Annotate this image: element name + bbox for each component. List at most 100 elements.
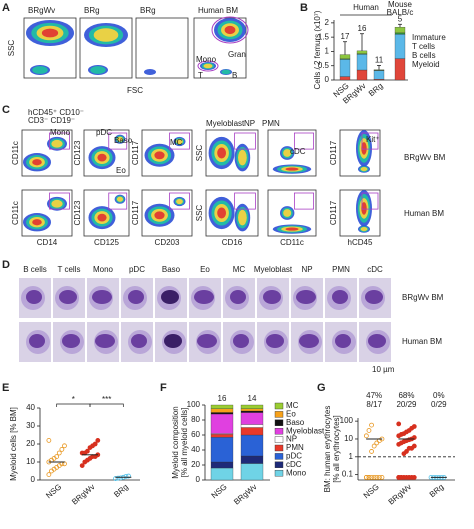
y-tick-label: 20 xyxy=(191,460,200,469)
bar-segment xyxy=(240,408,264,412)
y-tick-label: 0 xyxy=(325,75,330,84)
density xyxy=(144,69,156,75)
panel-letter: B xyxy=(300,2,308,14)
bar-segment xyxy=(240,404,264,409)
axis-label: CD117 xyxy=(329,140,338,165)
gate xyxy=(169,132,190,150)
axis-label: [% all myeloid cells] xyxy=(180,408,189,478)
panel-letter: E xyxy=(2,382,9,394)
density xyxy=(154,211,165,220)
density xyxy=(285,167,299,171)
axis-label: Myeloid cells [% BM] xyxy=(9,407,18,481)
density xyxy=(221,69,231,75)
bar-segment xyxy=(356,54,368,71)
population-label: Eo xyxy=(116,166,126,175)
group-label: Human xyxy=(353,3,379,12)
bar-segment xyxy=(356,50,368,54)
gate xyxy=(234,192,256,210)
axis-label: BM: human erythrocytes xyxy=(323,406,332,493)
x-tick-label: BRg xyxy=(112,482,130,499)
bar-segment xyxy=(240,424,264,428)
bar-segment xyxy=(373,69,385,71)
point xyxy=(79,463,85,469)
point xyxy=(59,446,65,452)
point xyxy=(123,473,129,479)
gate xyxy=(197,60,219,72)
density xyxy=(154,151,165,160)
nucleus xyxy=(335,334,351,348)
population-label: Baso xyxy=(114,136,133,145)
panel-letter: G xyxy=(317,382,326,394)
legend-entry: Mono xyxy=(286,468,307,477)
axis-label: CD125 xyxy=(94,238,119,247)
cell-label: PMN xyxy=(332,265,350,274)
y-tick-label: 10 xyxy=(26,457,35,466)
axis-label: hCD45 xyxy=(348,238,373,247)
point xyxy=(366,428,372,433)
bar-segment xyxy=(339,54,351,60)
fraction-label: 8/17 xyxy=(366,400,382,409)
axis-label: CD203 xyxy=(155,238,180,247)
y-tick-label: 0 xyxy=(31,475,36,484)
population-label: PMN xyxy=(262,119,280,128)
y-tick-label: 0 xyxy=(196,475,201,484)
x-tick-label: NSG xyxy=(362,482,381,500)
nucleus xyxy=(197,334,217,348)
axis-label: CD117 xyxy=(329,200,338,225)
density xyxy=(176,198,183,205)
cell-label: Mono xyxy=(93,265,114,274)
population-label: Kit⁺ xyxy=(366,135,380,144)
density xyxy=(285,227,299,231)
point xyxy=(369,422,374,428)
legend-entry: MC xyxy=(286,401,299,410)
cell-label: pDC xyxy=(129,265,145,274)
gate xyxy=(211,16,249,44)
row-label: BRgWv BM xyxy=(402,293,444,302)
axis-label: CD123 xyxy=(73,200,82,225)
bracket xyxy=(56,403,91,407)
nucleus xyxy=(29,334,45,348)
y-tick-label: 100 xyxy=(340,416,354,425)
point xyxy=(95,437,101,443)
y-tick-label: 40 xyxy=(26,403,35,412)
cell-label: MC xyxy=(233,265,246,274)
plot-title: BRg xyxy=(140,6,156,15)
nucleus xyxy=(332,290,348,304)
gate xyxy=(234,132,256,150)
density xyxy=(97,153,107,162)
gate xyxy=(361,192,379,210)
percent-label: 0% xyxy=(433,391,445,400)
density xyxy=(32,219,42,226)
plot-frame xyxy=(135,17,189,79)
n-label: 11 xyxy=(375,56,384,65)
point xyxy=(363,474,369,480)
y-tick-label: 80 xyxy=(191,415,200,424)
density xyxy=(283,209,292,217)
panel-letter: A xyxy=(2,2,10,14)
bar-segment xyxy=(240,410,264,413)
point xyxy=(126,473,131,479)
plot-title: BRg xyxy=(84,6,100,15)
n-label: 14 xyxy=(248,394,257,403)
panel-letter: D xyxy=(2,259,10,271)
percent-label: 68% xyxy=(398,391,414,400)
point xyxy=(113,476,118,481)
x-tick-label: NSG xyxy=(210,482,229,500)
nucleus xyxy=(92,290,112,304)
density xyxy=(217,207,227,219)
bar-segment xyxy=(210,434,234,438)
point xyxy=(371,443,377,449)
nucleus xyxy=(128,290,144,304)
point xyxy=(404,449,409,454)
gate-label: Gran xyxy=(228,50,246,59)
bar-segment xyxy=(394,26,406,34)
point xyxy=(115,475,121,481)
population-label: pDC xyxy=(96,128,112,137)
y-tick-label: 100 xyxy=(187,400,201,409)
y-tick-label: 1.5 xyxy=(318,32,330,41)
density xyxy=(93,28,119,42)
density xyxy=(116,196,124,202)
point xyxy=(46,437,52,443)
legend-entry: Myeloblast xyxy=(286,426,325,435)
gate xyxy=(108,192,128,210)
